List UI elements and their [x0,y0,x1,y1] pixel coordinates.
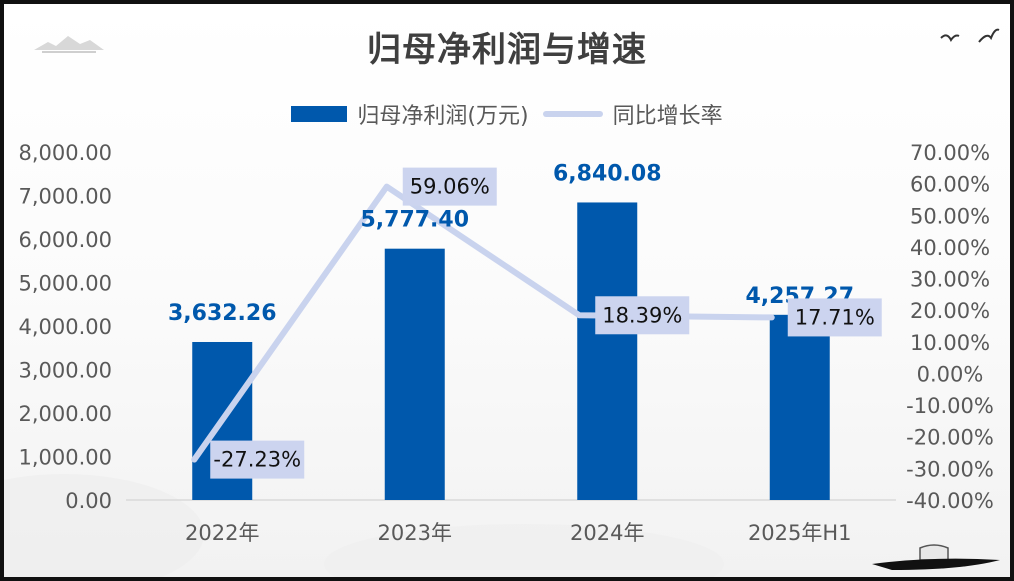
y-left-tick-label: 5,000.00 [18,272,112,296]
y-right-tick-label: -20.00% [906,426,994,450]
line-data-label-box [210,440,305,479]
legend-swatch-line [542,111,603,117]
line-data-label-box [402,167,497,206]
chart-legend: 归母净利润(万元) 同比增长率 [4,98,1010,130]
legend-label-line: 同比增长率 [612,104,723,129]
y-left-tick-label: 0.00 [65,489,112,513]
y-left-tick-label: 4,000.00 [18,315,112,339]
y-left-tick-label: 1,000.00 [18,446,112,470]
y-right-tick-label: 30.00% [910,268,990,292]
bar-data-label: 3,632.26 [168,301,277,326]
x-tick-label: 2023年 [378,521,452,545]
bar [769,314,830,500]
line-data-label-box [595,296,690,335]
legend-item-bar: 归母净利润(万元) [291,98,529,130]
mountain-decoration [34,36,104,53]
x-tick-label: 2022年 [185,521,259,545]
line-data-label-box [787,298,882,337]
y-left-tick-label: 8,000.00 [18,141,112,165]
y-right-tick-label: 60.00% [910,173,990,197]
y-right-tick-label: -30.00% [906,457,994,481]
y-left-tick-label: 3,000.00 [18,359,112,383]
x-tick-label: 2025年H1 [748,521,852,545]
y-left-tick-label: 2,000.00 [18,402,112,426]
line-data-label: 59.06% [410,175,490,199]
boat-decoration [872,544,1000,570]
y-right-tick-label: 40.00% [910,236,990,260]
line-data-label: 17.71% [795,305,875,329]
y-right-tick-label: 70.00% [910,141,990,165]
y-right-tick-label: 50.00% [910,204,990,228]
y-right-tick-label: 10.00% [910,331,990,355]
bar-data-label: 5,777.40 [360,208,469,233]
bar-data-label: 6,840.08 [553,161,662,186]
legend-swatch-bar [291,106,348,122]
line-data-label: 18.39% [602,303,682,327]
bar [384,248,445,500]
x-tick-label: 2024年 [570,521,644,545]
chart-plot: 0.00 1,000.00 2,000.00 3,000.00 4,000.00 5,00… [18,141,994,545]
y-right-tick-label: -10.00% [906,394,994,418]
birds-decoration [940,28,1000,43]
y-right-tick-label: -40.00% [906,489,994,513]
legend-label-bar: 归母净利润(万元) [357,104,529,129]
bar [577,202,638,500]
y-right-tick-label: 0.00% [917,362,984,386]
y-left-tick-label: 7,000.00 [18,185,112,209]
line-data-label: -27.23% [213,448,301,472]
y-right-tick-label: 20.00% [910,299,990,323]
legend-item-line: 同比增长率 [542,98,723,130]
chart-title: 归母净利润与增速 [367,30,647,70]
y-left-tick-label: 6,000.00 [18,228,112,252]
